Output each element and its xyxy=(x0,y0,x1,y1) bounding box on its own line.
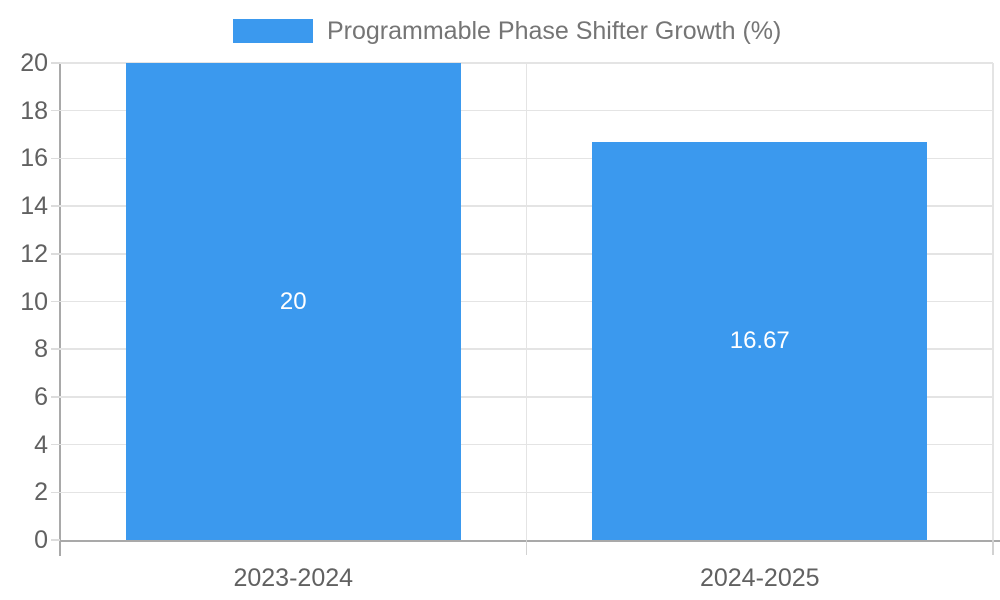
bar[interactable] xyxy=(125,63,461,540)
plot-area: 0 2 4 6 8 10 12 14 16 18 20 20 2023-2024 16.67 2024-20… xyxy=(20,49,1000,592)
x-axis-tick xyxy=(525,540,528,555)
y-axis-tick-label: 6 xyxy=(34,382,48,411)
y-axis-tick xyxy=(51,539,60,541)
y-axis-tick xyxy=(51,62,60,64)
y-axis-tick-label: 16 xyxy=(20,144,48,173)
x-axis-category-label: 2024-2025 xyxy=(699,564,820,592)
y-axis-tick xyxy=(51,205,60,207)
y-axis-tick-label: 18 xyxy=(20,96,48,125)
y-axis-tick-label: 4 xyxy=(34,430,48,459)
y-axis-tick xyxy=(51,491,60,494)
y-axis-tick-label: 20 xyxy=(20,49,48,77)
y-axis-tick-label: 8 xyxy=(34,335,48,364)
y-axis-tick-label: 0 xyxy=(34,526,48,554)
y-axis-tick xyxy=(51,109,60,112)
gridline xyxy=(525,63,528,540)
y-axis-tick-label: 2 xyxy=(34,478,48,507)
legend-item[interactable]: Programmable Phase Shifter Growth (%) xyxy=(233,17,781,45)
legend-label: Programmable Phase Shifter Growth (%) xyxy=(327,17,782,45)
legend-swatch-icon xyxy=(233,19,313,43)
y-axis-tick xyxy=(51,157,60,160)
y-axis-tick xyxy=(51,300,60,303)
y-axis-tick xyxy=(51,443,60,446)
y-axis-tick-label: 10 xyxy=(20,287,48,316)
bar-value-label: 20 xyxy=(279,287,307,315)
x-axis-tick xyxy=(992,540,994,555)
bar-value-label: 16.67 xyxy=(729,327,790,355)
y-axis-tick-label: 12 xyxy=(20,239,48,268)
gridline xyxy=(992,63,994,540)
y-axis-tick xyxy=(51,253,60,255)
y-axis-tick-label: 14 xyxy=(20,192,48,221)
y-axis-tick xyxy=(51,396,60,398)
bar[interactable] xyxy=(592,142,928,540)
x-axis-line xyxy=(59,540,1000,542)
y-axis-line xyxy=(59,63,61,556)
y-axis-tick xyxy=(51,348,60,350)
x-axis-category-label: 2023-2024 xyxy=(233,564,354,592)
